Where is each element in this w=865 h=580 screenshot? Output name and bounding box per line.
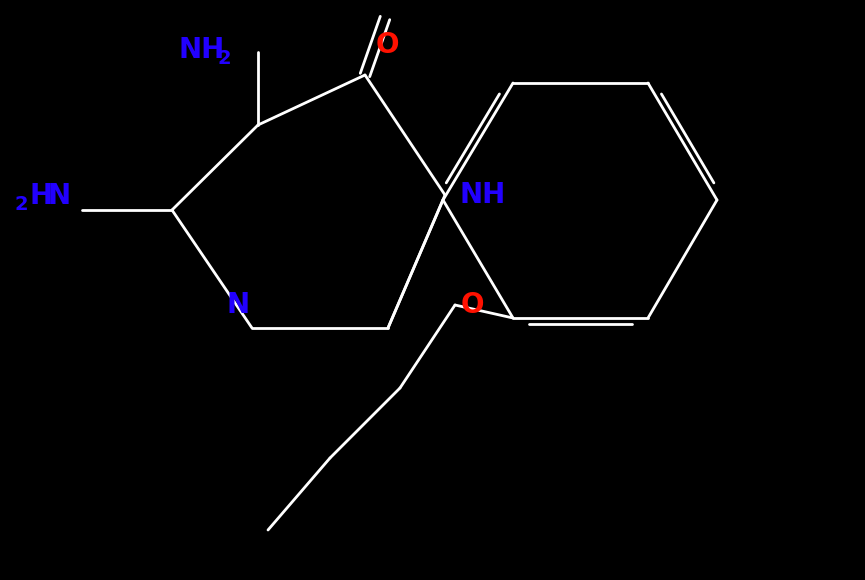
Text: NH: NH: [460, 181, 506, 209]
Text: N: N: [48, 182, 71, 210]
Text: H: H: [30, 182, 53, 210]
Text: O: O: [460, 291, 484, 319]
Text: NH: NH: [179, 36, 225, 64]
Text: 2: 2: [217, 49, 231, 67]
Text: 2: 2: [14, 194, 28, 213]
Text: N: N: [227, 291, 250, 319]
Text: O: O: [375, 31, 399, 59]
